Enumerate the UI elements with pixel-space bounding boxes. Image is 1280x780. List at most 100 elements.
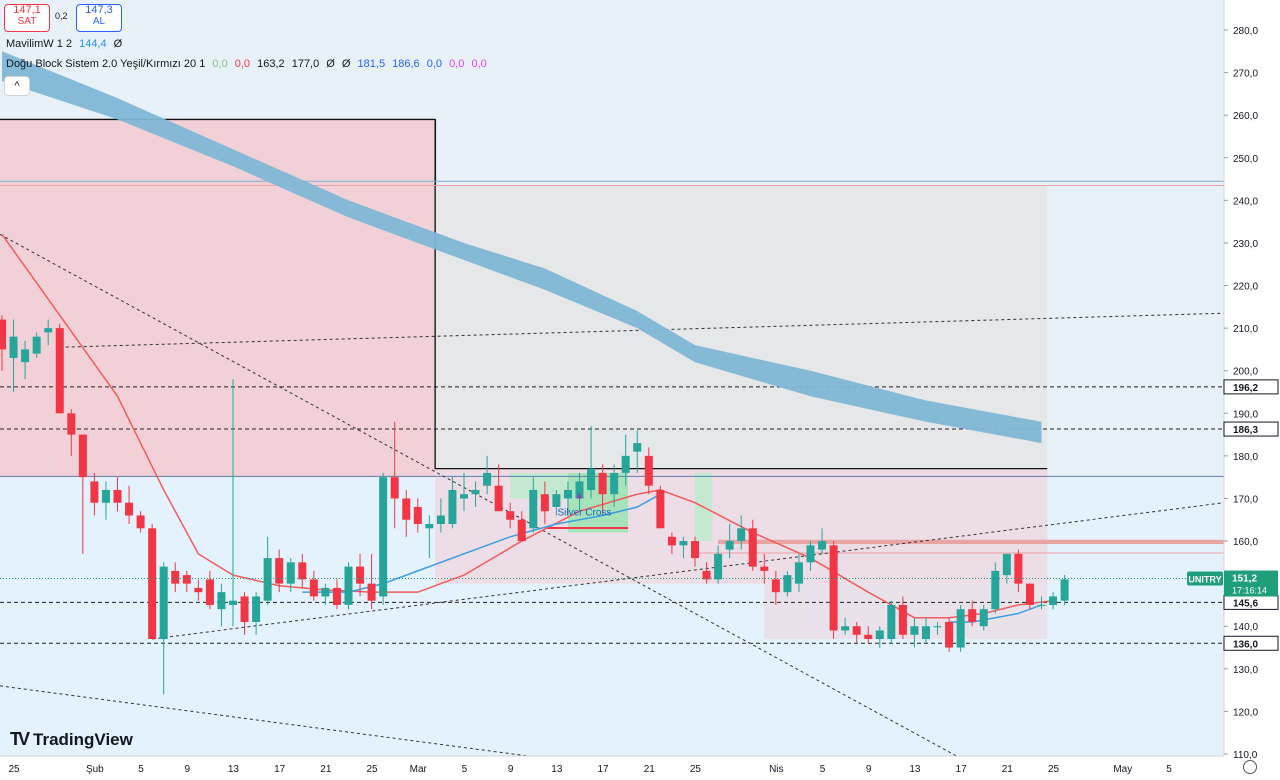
candle-body (760, 566, 769, 571)
candle-body (436, 515, 445, 525)
candle-body (32, 336, 41, 354)
indicator-value: Ø (326, 58, 335, 70)
y-tick-label: 130,0 (1233, 665, 1258, 676)
brand-name: TradingView (33, 729, 133, 749)
spread-value: 0,2 (55, 11, 68, 21)
settings-icon[interactable] (1243, 760, 1257, 774)
candle-body (910, 626, 919, 635)
candle-body (425, 524, 434, 529)
red-strip (718, 539, 1224, 545)
candle-body (714, 553, 723, 580)
candle-body (540, 494, 549, 512)
indicator-value: 186,6 (392, 58, 420, 70)
x-tick-label: 17 (956, 764, 968, 775)
candle-body (783, 575, 792, 593)
indicator-value: Ø (341, 58, 351, 70)
x-tick-label: 5 (462, 764, 468, 775)
candle-body (1025, 583, 1034, 605)
x-tick-label: 5 (138, 764, 144, 775)
candle-body (344, 566, 353, 605)
candle-body (44, 328, 53, 333)
indicator-value: 0,0 (234, 58, 251, 70)
indicator-name: MavilimW 1 2 (6, 38, 73, 50)
candle-body (367, 583, 376, 601)
trendline-down-1 (0, 233, 961, 759)
candle-body (933, 626, 942, 628)
candle-body (1037, 604, 1046, 606)
x-tick-label: 25 (366, 764, 378, 775)
indicator-value: 144,4 (79, 38, 107, 50)
candle-body (286, 562, 295, 584)
candle-body (587, 468, 596, 490)
candle-body (148, 528, 157, 640)
buy-button[interactable]: 147,3 AL (76, 4, 122, 32)
candle-body (90, 481, 99, 503)
y-tick-label: 240,0 (1233, 196, 1258, 207)
candle-body (205, 579, 214, 605)
candle-body (332, 587, 341, 605)
level-price-label-box (1223, 379, 1279, 395)
candle-body (771, 579, 780, 593)
candle-body (136, 515, 145, 529)
y-tick-label: 230,0 (1233, 239, 1258, 250)
tradingview-logo[interactable]: TV TradingView (10, 729, 133, 750)
candle-body (922, 626, 930, 640)
candle-body (240, 596, 249, 622)
indicator-dogu-block[interactable]: Doğu Block Sistem 2.0 Yeşil/Kırmızı 20 1… (6, 58, 491, 70)
y-tick-label: 160,0 (1233, 537, 1258, 548)
level-price-label: 145,6 (1233, 598, 1258, 609)
candle-body (194, 587, 203, 593)
x-tick-label: 17 (597, 764, 609, 775)
x-tick-label: Mar (410, 764, 428, 775)
candle-body (956, 609, 965, 648)
candle-body (125, 502, 134, 516)
candle-body (21, 349, 30, 363)
candle-body (379, 477, 388, 597)
candle-body (575, 481, 584, 499)
candle-body (390, 477, 399, 499)
x-tick-label: 9 (508, 764, 514, 775)
symbol-label: UNITRY (1188, 575, 1221, 585)
sell-button[interactable]: 147,1 SAT (4, 4, 50, 32)
candle-body (679, 541, 688, 546)
level-price-label-box (1223, 421, 1279, 437)
candle-body (494, 485, 503, 512)
last-price-label: 151,2 (1232, 574, 1257, 585)
candle-body (610, 472, 619, 495)
y-tick-label: 270,0 (1233, 69, 1258, 80)
indicator-value: 0,0 (449, 58, 465, 70)
candle-body (0, 319, 6, 350)
candle-body (1060, 579, 1069, 601)
x-tick-label: 21 (644, 764, 656, 775)
candle-body (113, 489, 122, 503)
x-tick-label: 5 (820, 764, 826, 775)
collapse-icon[interactable]: ^ (4, 76, 30, 96)
candle-body (667, 536, 676, 546)
candle-body (159, 566, 168, 640)
candle-body (1049, 596, 1058, 605)
indicator-mavilimw[interactable]: MavilimW 1 2 144,4 Ø (6, 38, 126, 50)
y-tick-label: 190,0 (1233, 409, 1258, 420)
mavilim-band (2, 51, 1042, 444)
x-tick-label: 13 (551, 764, 563, 775)
level-price-label: 136,0 (1233, 639, 1258, 650)
candle-body (171, 570, 180, 584)
candle-body (55, 328, 64, 414)
y-tick-label: 260,0 (1233, 111, 1258, 122)
tradingview-logo-icon: TV (10, 729, 30, 749)
x-tick-label: 21 (320, 764, 332, 775)
symbol-badge (1187, 571, 1223, 586)
candle-body (321, 587, 330, 597)
candle-body (309, 579, 318, 597)
x-tick-label: 17 (274, 764, 286, 775)
candle-body (402, 498, 411, 520)
candle-body (702, 570, 711, 580)
x-tick-label: 5 (1166, 764, 1172, 775)
x-tick-label: 25 (690, 764, 702, 775)
x-tick-label: 13 (909, 764, 921, 775)
candle-body (217, 592, 226, 610)
candle-body (263, 558, 272, 601)
candle-body (517, 519, 526, 542)
candle-body (78, 434, 87, 478)
